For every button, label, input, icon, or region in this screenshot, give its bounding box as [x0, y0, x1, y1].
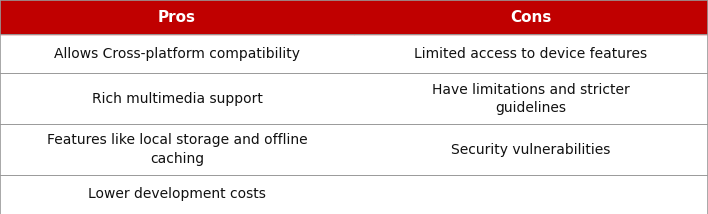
Text: Features like local storage and offline
caching: Features like local storage and offline … — [47, 133, 307, 166]
Text: Limited access to device features: Limited access to device features — [414, 47, 648, 61]
Text: Pros: Pros — [158, 10, 196, 25]
Bar — [354, 0, 708, 34]
Bar — [0, 124, 708, 175]
Text: Cons: Cons — [510, 10, 552, 25]
Text: Allows Cross-platform compatibility: Allows Cross-platform compatibility — [54, 47, 300, 61]
Text: Lower development costs: Lower development costs — [88, 187, 266, 202]
Bar — [0, 0, 354, 34]
Text: Security vulnerabilities: Security vulnerabilities — [451, 143, 611, 157]
Bar — [0, 73, 708, 124]
Text: Have limitations and stricter
guidelines: Have limitations and stricter guidelines — [432, 83, 630, 115]
Bar — [0, 175, 708, 214]
Text: Rich multimedia support: Rich multimedia support — [91, 92, 263, 106]
Bar — [0, 34, 708, 73]
